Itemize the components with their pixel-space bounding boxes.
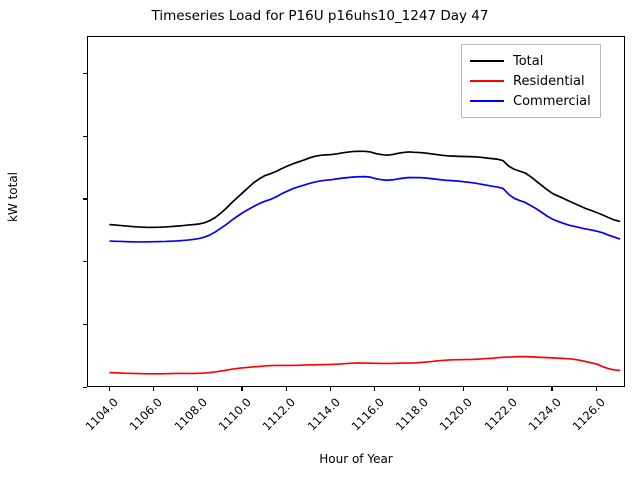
x-tick-mark bbox=[374, 387, 376, 391]
series-line-commercial bbox=[109, 175, 621, 243]
x-tick-mark bbox=[551, 387, 553, 391]
y-tick-mark bbox=[83, 73, 87, 75]
x-tick-mark bbox=[108, 387, 110, 391]
y-tick-mark bbox=[83, 386, 87, 388]
x-tick-mark bbox=[197, 387, 199, 391]
y-axis-label: kW total bbox=[6, 171, 20, 223]
legend-label: Commercial bbox=[513, 93, 591, 109]
legend-item-total[interactable]: Total bbox=[470, 51, 591, 71]
x-tick-label: 1112.0 bbox=[259, 395, 299, 434]
y-tick-mark bbox=[83, 323, 87, 325]
x-tick-mark bbox=[462, 387, 464, 391]
x-tick-mark bbox=[330, 387, 332, 391]
x-tick-mark bbox=[507, 387, 509, 391]
legend-swatch-icon bbox=[470, 100, 504, 102]
x-tick-label: 1122.0 bbox=[481, 395, 520, 434]
x-tick-label: 1106.0 bbox=[126, 395, 166, 434]
x-tick-label: 1108.0 bbox=[171, 395, 210, 434]
series-line-total bbox=[109, 150, 621, 229]
x-tick-label: 1124.0 bbox=[525, 395, 564, 434]
legend-swatch-icon bbox=[470, 80, 504, 82]
x-tick-label: 1126.0 bbox=[569, 395, 609, 434]
x-tick-mark bbox=[595, 387, 597, 391]
chart-title: Timeseries Load for P16U p16uhs10_1247 D… bbox=[151, 8, 489, 24]
series-canvas bbox=[109, 150, 621, 375]
y-tick-mark bbox=[83, 261, 87, 263]
x-tick-mark bbox=[285, 387, 287, 391]
x-tick-mark bbox=[152, 387, 154, 391]
x-tick-mark bbox=[418, 387, 420, 391]
x-tick-label: 1116.0 bbox=[348, 395, 387, 434]
x-tick-label: 1110.0 bbox=[215, 395, 254, 434]
x-tick-label: 1104.0 bbox=[82, 395, 122, 434]
legend-item-residential[interactable]: Residential bbox=[470, 71, 591, 91]
plot-area bbox=[87, 36, 625, 387]
legend-label: Residential bbox=[513, 73, 585, 89]
x-tick-label: 1120.0 bbox=[436, 395, 476, 434]
x-tick-label: 1114.0 bbox=[304, 395, 343, 434]
series-line-residential bbox=[109, 355, 621, 375]
legend-swatch-icon bbox=[470, 60, 504, 62]
x-tick-label: 1118.0 bbox=[392, 395, 431, 434]
y-tick-mark bbox=[83, 198, 87, 200]
x-tick-mark bbox=[241, 387, 243, 391]
chart-legend: Total Residential Commercial bbox=[461, 44, 601, 118]
legend-label: Total bbox=[513, 53, 544, 69]
y-tick-mark bbox=[83, 135, 87, 137]
legend-item-commercial[interactable]: Commercial bbox=[470, 91, 591, 111]
x-axis-label: Hour of Year bbox=[319, 452, 393, 466]
